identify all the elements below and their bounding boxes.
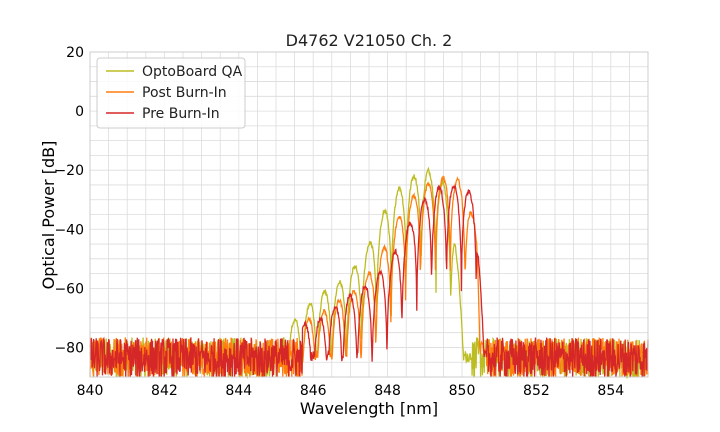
x-axis-label: Wavelength [nm] [300, 399, 438, 418]
y-tick-label: −60 [54, 281, 84, 297]
x-tick-label: 852 [523, 383, 550, 399]
x-tick-label: 850 [449, 383, 476, 399]
x-tick-label: 848 [374, 383, 401, 399]
x-tick-label: 846 [300, 383, 327, 399]
series-layer [89, 166, 649, 380]
legend: OptoBoard QA Post Burn-In Pre Burn-In [96, 57, 246, 129]
y-tick-label: −20 [54, 163, 84, 179]
y-tick-label: −80 [54, 340, 84, 356]
y-tick-label: 20 [66, 45, 84, 61]
series-line-post-burn-in [89, 175, 649, 378]
x-tick-label: 844 [225, 383, 252, 399]
y-tick-label: 0 [75, 104, 84, 120]
x-tick-label: 842 [151, 383, 178, 399]
x-tick-label: 840 [77, 383, 104, 399]
legend-label-post-burn-in: Post Burn-In [142, 85, 227, 101]
legend-box [96, 57, 246, 129]
series-line-pre-burn-in [89, 184, 649, 379]
plot-frame [89, 51, 649, 378]
x-tick-label: 854 [597, 383, 624, 399]
chart-title: D4762 V21050 Ch. 2 [286, 31, 453, 50]
legend-label-optoboard-qa: OptoBoard QA [142, 64, 243, 80]
legend-label-pre-burn-in: Pre Burn-In [142, 106, 220, 122]
y-tick-label: −40 [54, 222, 84, 238]
ticks: 840 842 844 846 848 850 852 854 20 0 −20 −40 −60 −80 [54, 45, 624, 399]
y-axis-label: Optical Power [dB] [39, 141, 58, 290]
